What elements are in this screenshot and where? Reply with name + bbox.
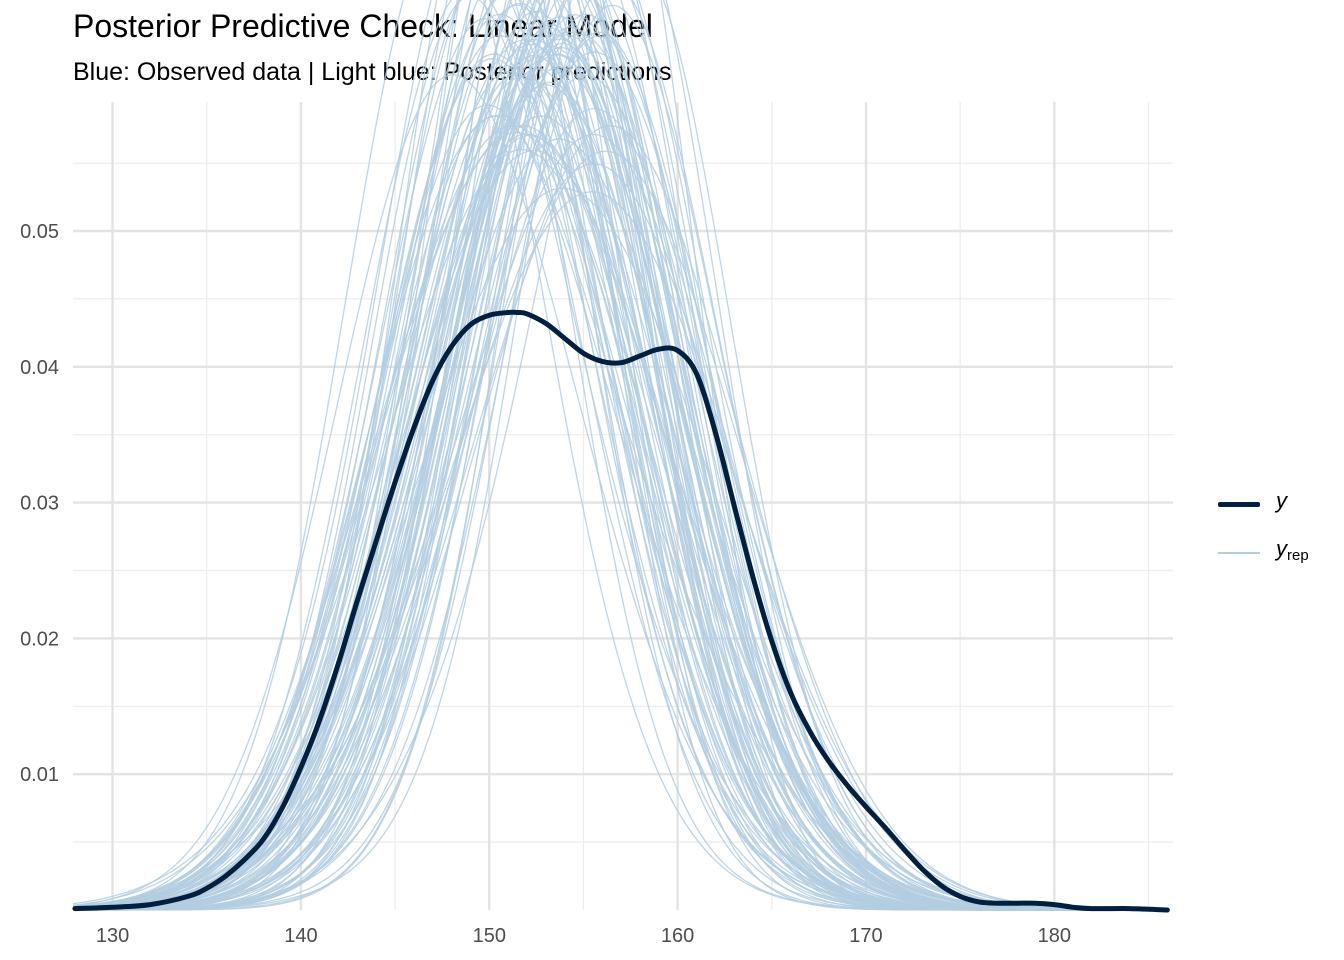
y-tick-label: 0.03 [20, 493, 59, 515]
x-tick-label: 140 [284, 925, 317, 947]
x-axis-tick-labels: 130 140 150 160 170 180 [96, 925, 1071, 947]
x-tick-label: 160 [661, 925, 694, 947]
replicated-density-line [72, 104, 1166, 911]
replicated-density-line [72, 149, 1166, 911]
x-tick-label: 130 [96, 925, 129, 947]
legend-label-replicated-main: y [1276, 536, 1287, 561]
replicated-density-line [72, 45, 1166, 911]
y-tick-label: 0.01 [20, 764, 59, 786]
x-tick-label: 150 [473, 925, 506, 947]
replicated-density-lines [72, 0, 1166, 911]
legend: y yrep [1218, 488, 1338, 584]
y-tick-label: 0.02 [20, 628, 59, 650]
replicated-density-line [72, 125, 1166, 911]
legend-label-replicated-sub: rep [1287, 547, 1309, 564]
replicated-density-line [72, 125, 1166, 911]
replicated-density-line [72, 74, 1166, 911]
legend-label-replicated: yrep [1276, 536, 1309, 564]
legend-key-replicated [1218, 552, 1260, 554]
legend-label-observed: y [1276, 488, 1287, 513]
y-tick-label: 0.05 [20, 221, 59, 243]
y-axis-tick-labels: 0.01 0.02 0.03 0.04 0.05 [20, 221, 59, 786]
observed-density-group [72, 309, 1170, 913]
x-tick-label: 180 [1038, 925, 1071, 947]
replicated-density-line [72, 124, 1166, 911]
y-tick-label: 0.04 [20, 357, 59, 379]
legend-key-observed [1218, 502, 1260, 507]
replicated-density-line [72, 66, 1166, 911]
replicated-density-line [72, 148, 1166, 911]
legend-item-replicated: yrep [1218, 536, 1338, 584]
replicated-density-line [72, 68, 1166, 911]
replicated-density-line [72, 150, 1166, 911]
legend-item-observed: y [1218, 488, 1338, 536]
x-tick-label: 170 [849, 925, 882, 947]
replicated-density-line [72, 54, 1166, 911]
replicated-density-line [72, 108, 1166, 911]
observed-density-line [72, 309, 1170, 913]
